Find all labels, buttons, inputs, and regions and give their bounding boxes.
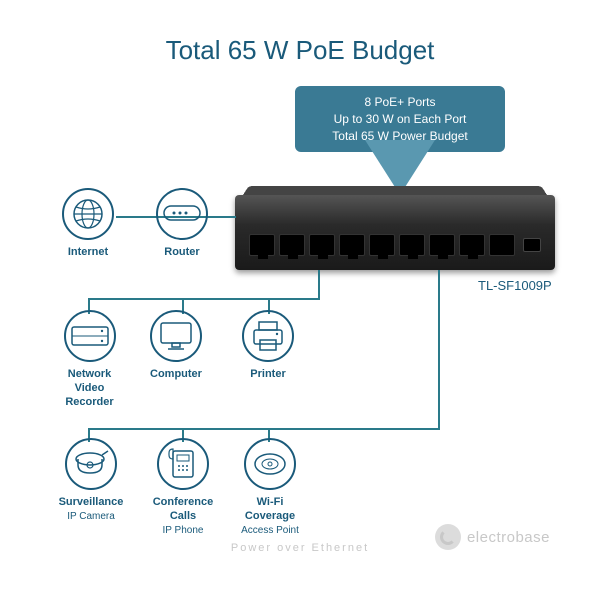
ethernet-port-icon — [459, 234, 485, 256]
power-port-icon — [523, 238, 541, 252]
watermark-text: electrobase — [467, 529, 550, 546]
ethernet-port-icon — [369, 234, 395, 256]
device-label: Router — [164, 246, 199, 260]
device-label: Conference — [153, 496, 214, 510]
model-label: TL-SF1009P — [478, 278, 552, 293]
device-ap: Wi-Fi Coverage Access Point — [232, 438, 308, 537]
switch-top-face — [243, 186, 547, 195]
device-sublabel: IP Camera — [67, 511, 115, 523]
router-icon — [156, 188, 208, 240]
device-router: Router — [156, 188, 208, 260]
callout-line2: Up to 30 W on Each Port — [307, 111, 493, 128]
device-label: Printer — [250, 368, 285, 382]
device-internet: Internet — [62, 188, 114, 260]
poe-port-strip — [249, 234, 485, 256]
ethernet-port-icon — [399, 234, 425, 256]
device-label2: Recorder — [65, 396, 113, 410]
monitor-icon — [150, 310, 202, 362]
title-text: Total 65 W PoE Budget — [166, 35, 435, 65]
line-switch-drop2 — [438, 270, 440, 428]
phone-icon — [157, 438, 209, 490]
device-label: Wi-Fi Coverage — [232, 496, 308, 524]
device-nvr: Network Video Recorder — [52, 310, 127, 409]
line-mid-bus — [90, 298, 320, 300]
device-ipphone: Conference Calls IP Phone — [148, 438, 218, 537]
device-label2: Calls — [170, 510, 196, 524]
device-label: Computer — [150, 368, 202, 382]
ethernet-port-icon — [309, 234, 335, 256]
device-label: Surveillance — [59, 496, 124, 510]
device-camera: Surveillance IP Camera — [56, 438, 126, 523]
device-sublabel: IP Phone — [163, 525, 204, 537]
device-sublabel: Access Point — [241, 525, 299, 537]
line-switch-drop1 — [318, 270, 320, 298]
ethernet-port-icon — [429, 234, 455, 256]
electrobase-logo-icon — [435, 524, 461, 550]
page-title: Total 65 W PoE Budget — [20, 35, 580, 66]
ethernet-port-icon — [339, 234, 365, 256]
uplink-port-icon — [489, 234, 515, 256]
switch-device — [235, 195, 555, 270]
line-bot-bus — [90, 428, 440, 430]
watermark: electrobase — [435, 524, 550, 550]
ethernet-port-icon — [249, 234, 275, 256]
ethernet-port-icon — [279, 234, 305, 256]
camera-icon — [65, 438, 117, 490]
access-point-icon — [244, 438, 296, 490]
device-label: Internet — [68, 246, 108, 260]
printer-icon — [242, 310, 294, 362]
callout-line1: 8 PoE+ Ports — [307, 94, 493, 111]
nvr-icon — [64, 310, 116, 362]
device-computer: Computer — [150, 310, 202, 382]
device-label: Network Video — [52, 368, 127, 396]
globe-icon — [62, 188, 114, 240]
device-printer: Printer — [242, 310, 294, 382]
